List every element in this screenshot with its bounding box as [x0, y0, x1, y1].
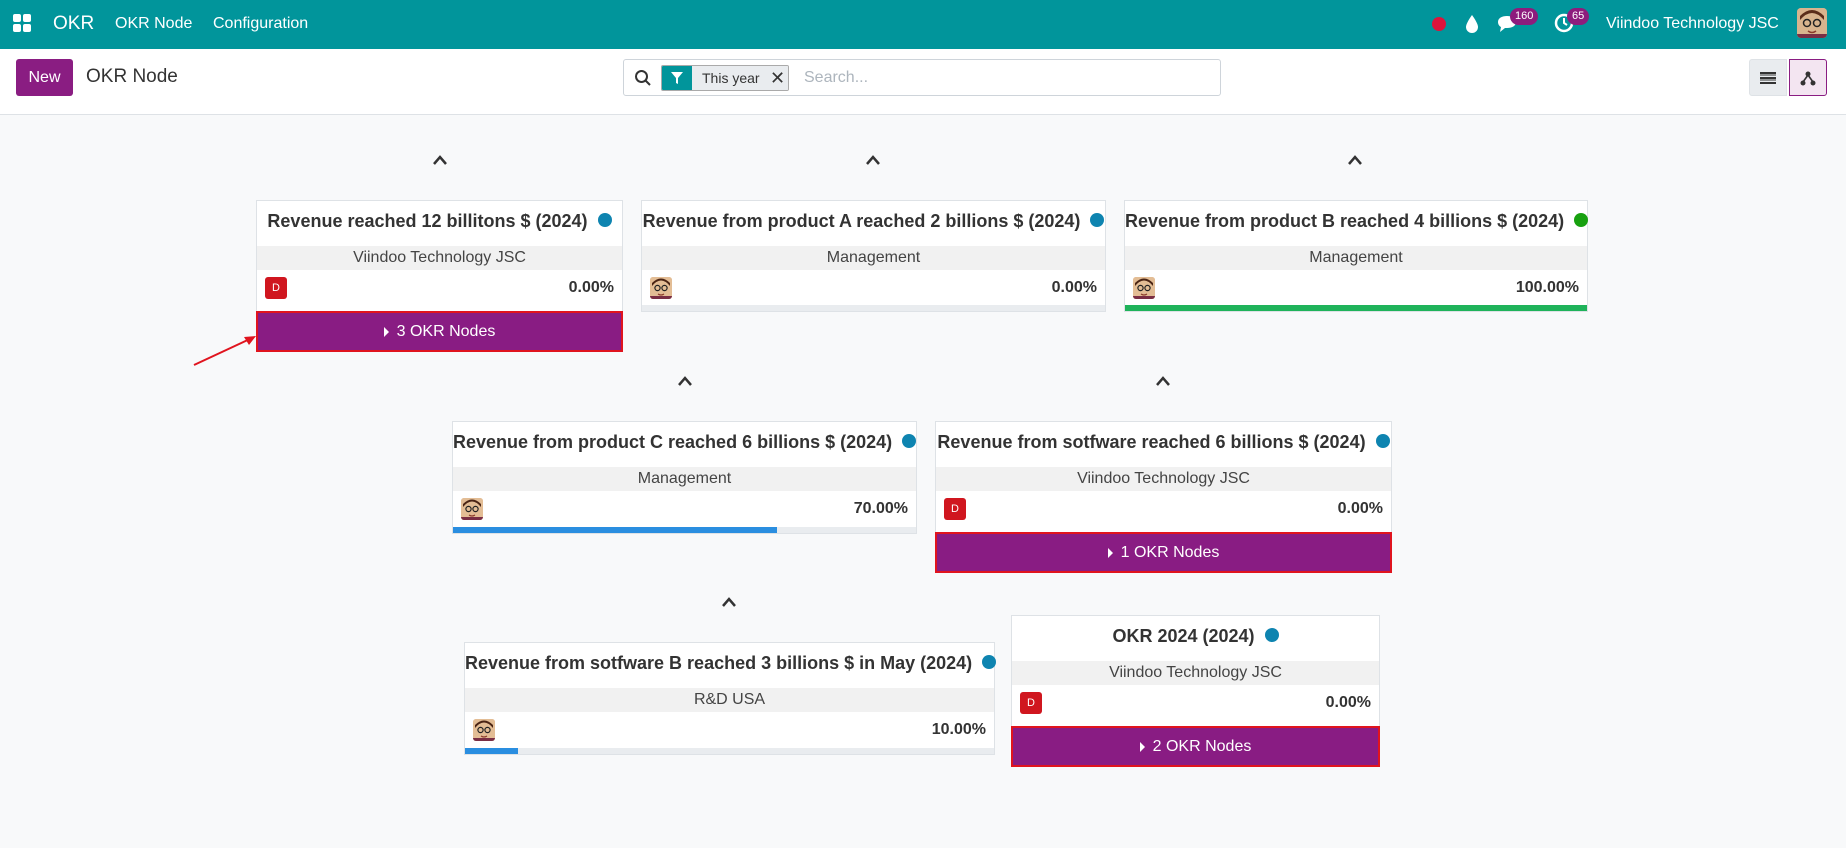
status-dot	[1090, 213, 1105, 228]
node-progress-text: 70.00%	[853, 500, 908, 517]
node-title: Revenue from product C reached 6 billion…	[453, 432, 917, 453]
remove-facet-icon[interactable]: ✕	[767, 66, 788, 90]
node-avatar[interactable]: D	[1020, 692, 1042, 714]
node-department: Viindoo Technology JSC	[936, 467, 1391, 491]
node-department: Viindoo Technology JSC	[257, 246, 622, 270]
okr-node-card[interactable]: Revenue from product B reached 4 billion…	[1124, 200, 1589, 312]
collapse-parent-chevron-icon[interactable]	[677, 375, 693, 387]
node-avatar[interactable]	[650, 277, 672, 299]
children-label: 3 OKR Nodes	[396, 322, 496, 340]
node-avatar[interactable]: D	[265, 277, 287, 299]
collapse-parent-chevron-icon[interactable]	[721, 596, 737, 608]
status-dot	[982, 655, 997, 670]
node-department: Management	[1125, 246, 1587, 270]
hierarchy-icon	[1800, 71, 1816, 85]
node-progress-text: 0.00%	[1325, 694, 1371, 711]
node-avatar[interactable]	[1133, 277, 1155, 299]
node-department: R&D USA	[465, 688, 994, 712]
children-label: 2 OKR Nodes	[1152, 737, 1252, 755]
facet-value: This year	[692, 66, 768, 90]
node-department: Management	[453, 467, 916, 491]
apps-menu-icon[interactable]	[13, 14, 31, 32]
drop-icon[interactable]	[1464, 13, 1480, 35]
okr-node-card[interactable]: Revenue from sotfware B reached 3 billio…	[464, 642, 997, 755]
expand-children-button[interactable]: 1 OKR Nodes	[935, 532, 1392, 573]
node-progress-text: 0.00%	[1051, 279, 1097, 296]
children-label: 1 OKR Nodes	[1120, 543, 1220, 561]
node-title: Revenue reached 12 billitons $ (2024)	[257, 211, 622, 232]
filter-icon	[662, 66, 692, 90]
status-dot	[1574, 213, 1589, 228]
progress-bar	[642, 305, 1105, 311]
status-dot	[902, 434, 917, 449]
new-button[interactable]: New	[16, 59, 73, 96]
node-title: Revenue from sotfware reached 6 billions…	[936, 432, 1391, 453]
status-dot	[597, 213, 612, 228]
collapse-parent-chevron-icon[interactable]	[432, 154, 448, 166]
expand-children-button[interactable]: 2 OKR Nodes	[1011, 726, 1380, 767]
company-switcher[interactable]: Viindoo Technology JSC	[1606, 15, 1779, 32]
node-progress-text: 10.00%	[931, 721, 986, 738]
okr-node-card[interactable]: Revenue from product A reached 2 billion…	[641, 200, 1106, 312]
node-progress-text: 0.00%	[568, 279, 614, 296]
okr-node-card[interactable]: Revenue from product C reached 6 billion…	[452, 421, 917, 534]
search-icon[interactable]	[634, 69, 652, 87]
okr-node-card[interactable]: OKR 2024 (2024) Viindoo Technology JSC D…	[1011, 615, 1380, 727]
node-progress-text: 100.00%	[1515, 279, 1579, 296]
progress-fill	[1125, 305, 1587, 311]
node-avatar[interactable]	[461, 498, 483, 520]
progress-fill	[453, 527, 778, 533]
app-brand[interactable]: OKR	[53, 13, 95, 34]
user-avatar[interactable]	[1797, 8, 1827, 38]
node-avatar[interactable]	[473, 719, 495, 741]
progress-bar	[1125, 305, 1587, 311]
progress-bar	[465, 748, 994, 754]
status-dot	[1264, 628, 1279, 643]
control-panel: New OKR Node This year ✕	[0, 49, 1846, 115]
search-input[interactable]	[804, 66, 1204, 90]
hierarchy-view-button[interactable]	[1789, 59, 1827, 96]
search-bar[interactable]: This year ✕	[623, 59, 1221, 96]
node-title: Revenue from sotfware B reached 3 billio…	[465, 653, 997, 674]
node-title: Revenue from product B reached 4 billion…	[1125, 211, 1589, 232]
messages-badge: 160	[1510, 8, 1539, 25]
collapse-parent-chevron-icon[interactable]	[865, 154, 881, 166]
status-indicator-icon[interactable]	[1432, 17, 1446, 31]
progress-bar	[453, 527, 916, 533]
node-title: OKR 2024 (2024)	[1012, 626, 1379, 647]
activities-badge: 65	[1567, 8, 1590, 25]
expand-children-button[interactable]: 3 OKR Nodes	[256, 311, 623, 352]
node-avatar[interactable]: D	[944, 498, 966, 520]
node-title: Revenue from product A reached 2 billion…	[642, 211, 1105, 232]
node-department: Viindoo Technology JSC	[1012, 661, 1379, 685]
collapse-parent-chevron-icon[interactable]	[1347, 154, 1363, 166]
list-icon	[1760, 71, 1776, 84]
node-progress-text: 0.00%	[1337, 500, 1383, 517]
top-navbar: OKR OKR Node Configuration 160 65 Viindo…	[0, 0, 1846, 49]
node-department: Management	[642, 246, 1105, 270]
list-view-button[interactable]	[1749, 59, 1787, 96]
progress-fill	[465, 748, 518, 754]
status-dot	[1375, 434, 1390, 449]
menu-okr-node[interactable]: OKR Node	[115, 15, 193, 32]
okr-node-card[interactable]: Revenue reached 12 billitons $ (2024) Vi…	[256, 200, 623, 312]
menu-configuration[interactable]: Configuration	[213, 15, 309, 32]
okr-node-card[interactable]: Revenue from sotfware reached 6 billions…	[935, 421, 1392, 533]
filter-facet[interactable]: This year ✕	[661, 65, 789, 91]
annotation-arrow	[193, 336, 256, 366]
page-title: OKR Node	[86, 66, 178, 87]
collapse-parent-chevron-icon[interactable]	[1155, 375, 1171, 387]
